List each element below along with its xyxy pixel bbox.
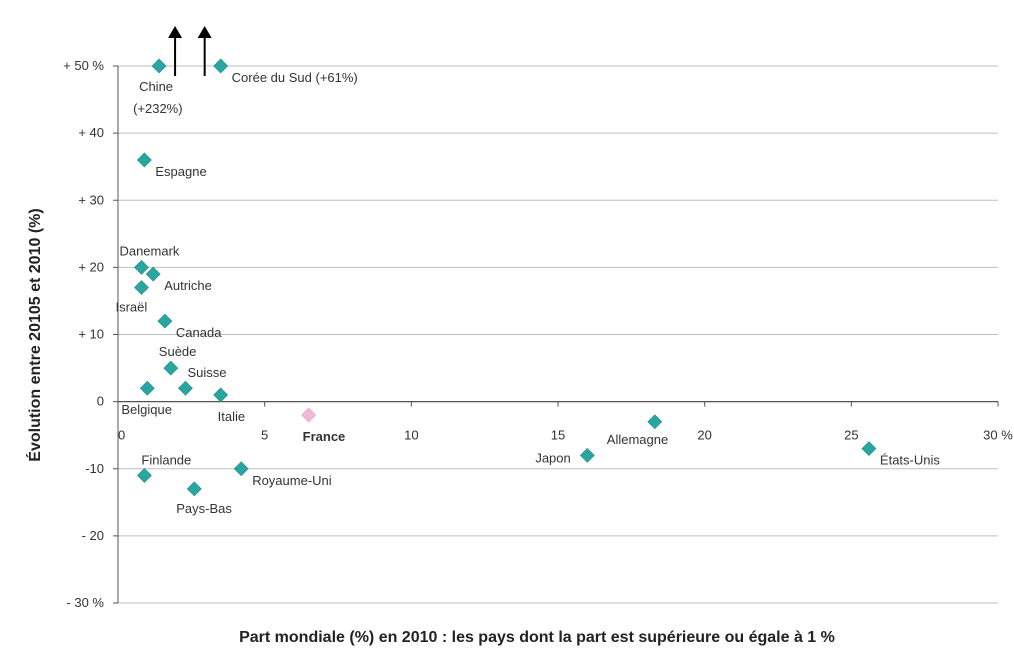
label-danemark: Danemark: [119, 243, 179, 258]
y-tick-label: - 20: [82, 528, 104, 543]
point-italie: [213, 387, 229, 403]
label-suede: Suède: [159, 344, 197, 359]
point-france: [301, 407, 317, 423]
x-tick-label: 5: [261, 428, 268, 443]
label-japon: Japon: [535, 450, 570, 465]
label-etats-unis: États-Unis: [880, 453, 940, 468]
label-allemagne: Allemagne: [607, 432, 668, 447]
y-tick-label: + 50 %: [63, 58, 104, 73]
label-finlande: Finlande: [141, 452, 191, 467]
y-tick-label: -10: [85, 461, 104, 476]
point-espagne: [136, 152, 152, 168]
label-autriche: Autriche: [164, 278, 212, 293]
y-tick-label: + 30: [78, 192, 104, 207]
label-france: France: [303, 429, 346, 444]
y-tick-label: 0: [97, 394, 104, 409]
gridlines: [118, 65, 998, 604]
point-royaume-uni: [233, 461, 249, 477]
point-allemagne: [647, 414, 663, 430]
arrowhead-chine: [168, 26, 183, 38]
arrowhead-coree-du-sud: [197, 26, 212, 38]
point-chine: [151, 58, 167, 74]
data-labels: Chine (+232%) Corée du Sud (+61%) Espagne Da…: [115, 70, 940, 516]
x-tick-label: 10: [404, 428, 418, 443]
label-canada: Canada: [176, 325, 222, 340]
point-belgique: [139, 380, 155, 396]
label-israel: Israël: [115, 300, 147, 315]
point-suisse: [178, 380, 193, 396]
point-etats-unis: [861, 441, 877, 457]
point-canada: [157, 313, 173, 329]
x-tick-label: 20: [697, 428, 711, 443]
data-points: [134, 58, 877, 497]
y-tick-label: + 10: [78, 327, 104, 342]
point-danemark: [134, 259, 149, 275]
label-pays-bas: Pays-Bas: [176, 501, 232, 516]
y-axis-title: Évolution entre 20105 et 2010 (%): [25, 208, 44, 461]
point-coree-du-sud: [213, 58, 229, 74]
point-finlande: [136, 468, 152, 483]
x-tick-label: 0: [118, 428, 125, 443]
x-axis-title: Part mondiale (%) en 2010 : les pays don…: [239, 629, 835, 646]
label-chine-value: (+232%): [133, 101, 183, 116]
y-tick-label: - 30 %: [66, 595, 104, 610]
axes: + 50 % + 40 + 30 + 20 + 10 0 -10 - 20 - 30 % 0 5 10…: [63, 58, 1013, 610]
x-tick-label: 30 %: [983, 428, 1013, 443]
label-royaume-uni: Royaume-Uni: [252, 473, 332, 488]
x-tick-label: 25: [844, 428, 858, 443]
point-autriche: [145, 266, 161, 282]
label-belgique: Belgique: [121, 402, 172, 417]
x-tick-label: 15: [551, 428, 565, 443]
point-suede: [163, 360, 179, 376]
label-espagne: Espagne: [155, 164, 206, 179]
label-italie: Italie: [218, 409, 245, 424]
y-tick-label: + 40: [78, 125, 104, 140]
point-japon: [579, 447, 595, 463]
y-tick-label: + 20: [78, 259, 104, 274]
point-israel: [134, 280, 149, 295]
point-pays-bas: [186, 481, 202, 497]
overflow-arrows: [168, 26, 212, 76]
label-suisse: Suisse: [187, 365, 226, 380]
label-coree-du-sud: Corée du Sud (+61%): [232, 70, 358, 85]
label-chine: Chine: [139, 79, 173, 94]
